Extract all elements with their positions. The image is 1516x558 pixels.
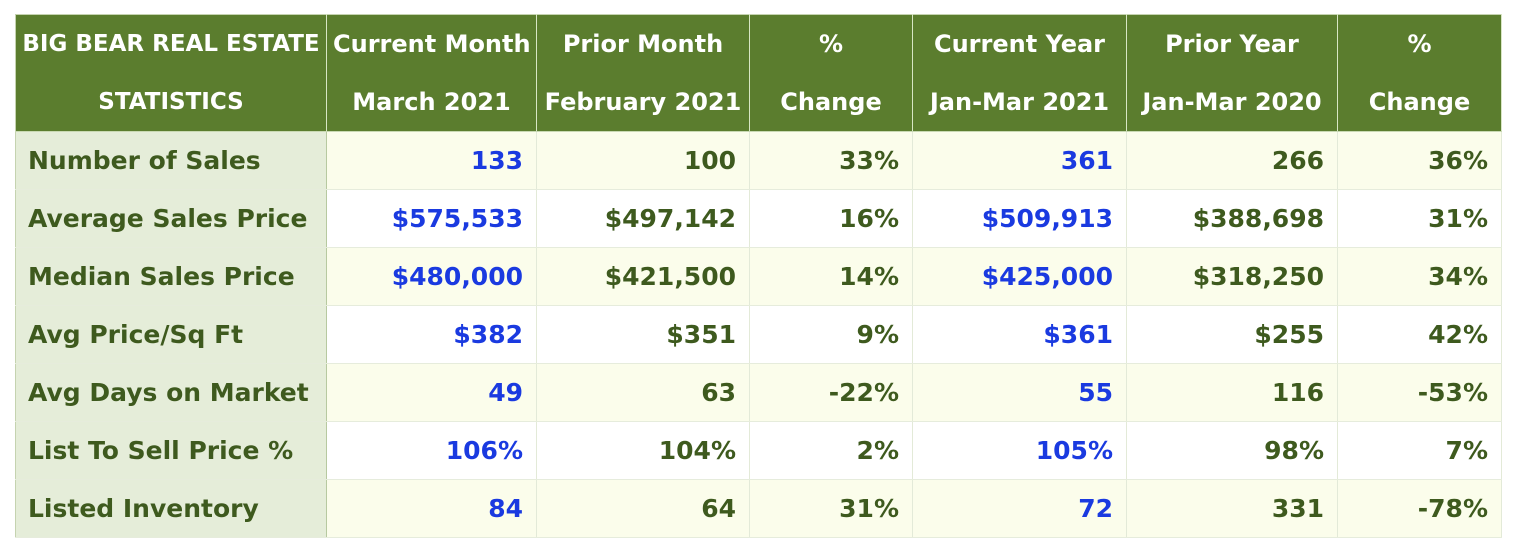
- row-label: Avg Days on Market: [15, 363, 327, 422]
- cell-current-year: 361: [912, 131, 1127, 190]
- cell-pct-change-year: 42%: [1337, 305, 1502, 364]
- row-label: Average Sales Price: [15, 189, 327, 248]
- cell-current-year: $361: [912, 305, 1127, 364]
- cell-pct-change-year: 7%: [1337, 421, 1502, 480]
- cell-prior-month: $351: [536, 305, 750, 364]
- col-header-pct-change-month: %: [749, 14, 913, 73]
- col-header-pct-change-year: %: [1337, 14, 1502, 73]
- row-label: Number of Sales: [15, 131, 327, 190]
- cell-pct-change-month: 16%: [749, 189, 913, 248]
- col-header-current-month: Current Month: [326, 14, 537, 73]
- cell-current-year: 105%: [912, 421, 1127, 480]
- cell-current-year: 55: [912, 363, 1127, 422]
- cell-pct-change-month: 9%: [749, 305, 913, 364]
- cell-prior-month: $421,500: [536, 247, 750, 306]
- row-label: Avg Price/Sq Ft: [15, 305, 327, 364]
- cell-pct-change-year: 34%: [1337, 247, 1502, 306]
- cell-prior-year: 98%: [1126, 421, 1338, 480]
- table-row: Avg Price/Sq Ft $382 $351 9% $361 $255 4…: [15, 305, 1502, 364]
- cell-pct-change-month: 31%: [749, 479, 913, 538]
- cell-prior-year: $318,250: [1126, 247, 1338, 306]
- cell-current-month: 133: [326, 131, 537, 190]
- table-row: Average Sales Price $575,533 $497,142 16…: [15, 189, 1502, 248]
- table-row: Listed Inventory 84 64 31% 72 331 -78%: [15, 479, 1502, 538]
- col-subheader-prior-year: Jan-Mar 2020: [1126, 73, 1338, 132]
- cell-prior-month: 104%: [536, 421, 750, 480]
- cell-current-month: 49: [326, 363, 537, 422]
- col-subheader-current-year: Jan-Mar 2021: [912, 73, 1127, 132]
- cell-prior-month: 64: [536, 479, 750, 538]
- cell-pct-change-year: 36%: [1337, 131, 1502, 190]
- table-header: BIG BEAR REAL ESTATE Current Month Prior…: [15, 14, 1502, 132]
- table-title-line1: BIG BEAR REAL ESTATE: [15, 14, 327, 73]
- cell-current-month: $480,000: [326, 247, 537, 306]
- real-estate-stats-table: BIG BEAR REAL ESTATE Current Month Prior…: [15, 14, 1502, 538]
- cell-pct-change-month: 14%: [749, 247, 913, 306]
- cell-current-month: 84: [326, 479, 537, 538]
- cell-current-year: $425,000: [912, 247, 1127, 306]
- cell-prior-year: $388,698: [1126, 189, 1338, 248]
- row-label: Listed Inventory: [15, 479, 327, 538]
- table-row: Number of Sales 133 100 33% 361 266 36%: [15, 131, 1502, 190]
- cell-prior-month: 100: [536, 131, 750, 190]
- table-title-line2: STATISTICS: [15, 73, 327, 132]
- cell-prior-year: $255: [1126, 305, 1338, 364]
- cell-current-month: 106%: [326, 421, 537, 480]
- row-label: List To Sell Price %: [15, 421, 327, 480]
- col-header-current-year: Current Year: [912, 14, 1127, 73]
- cell-prior-year: 266: [1126, 131, 1338, 190]
- col-subheader-pct-change-year: Change: [1337, 73, 1502, 132]
- cell-pct-change-month: -22%: [749, 363, 913, 422]
- cell-prior-year: 331: [1126, 479, 1338, 538]
- cell-prior-month: $497,142: [536, 189, 750, 248]
- stats-table-container: BIG BEAR REAL ESTATE Current Month Prior…: [15, 14, 1502, 538]
- table-body: Number of Sales 133 100 33% 361 266 36% …: [15, 131, 1502, 538]
- col-subheader-pct-change-month: Change: [749, 73, 913, 132]
- cell-pct-change-year: -78%: [1337, 479, 1502, 538]
- col-subheader-prior-month: February 2021: [536, 73, 750, 132]
- cell-current-month: $382: [326, 305, 537, 364]
- cell-current-year: $509,913: [912, 189, 1127, 248]
- table-row: Median Sales Price $480,000 $421,500 14%…: [15, 247, 1502, 306]
- table-row: List To Sell Price % 106% 104% 2% 105% 9…: [15, 421, 1502, 480]
- cell-current-year: 72: [912, 479, 1127, 538]
- table-row: Avg Days on Market 49 63 -22% 55 116 -53…: [15, 363, 1502, 422]
- cell-pct-change-year: 31%: [1337, 189, 1502, 248]
- cell-prior-year: 116: [1126, 363, 1338, 422]
- cell-pct-change-month: 2%: [749, 421, 913, 480]
- cell-prior-month: 63: [536, 363, 750, 422]
- cell-current-month: $575,533: [326, 189, 537, 248]
- row-label: Median Sales Price: [15, 247, 327, 306]
- cell-pct-change-year: -53%: [1337, 363, 1502, 422]
- col-header-prior-month: Prior Month: [536, 14, 750, 73]
- col-subheader-current-month: March 2021: [326, 73, 537, 132]
- col-header-prior-year: Prior Year: [1126, 14, 1338, 73]
- cell-pct-change-month: 33%: [749, 131, 913, 190]
